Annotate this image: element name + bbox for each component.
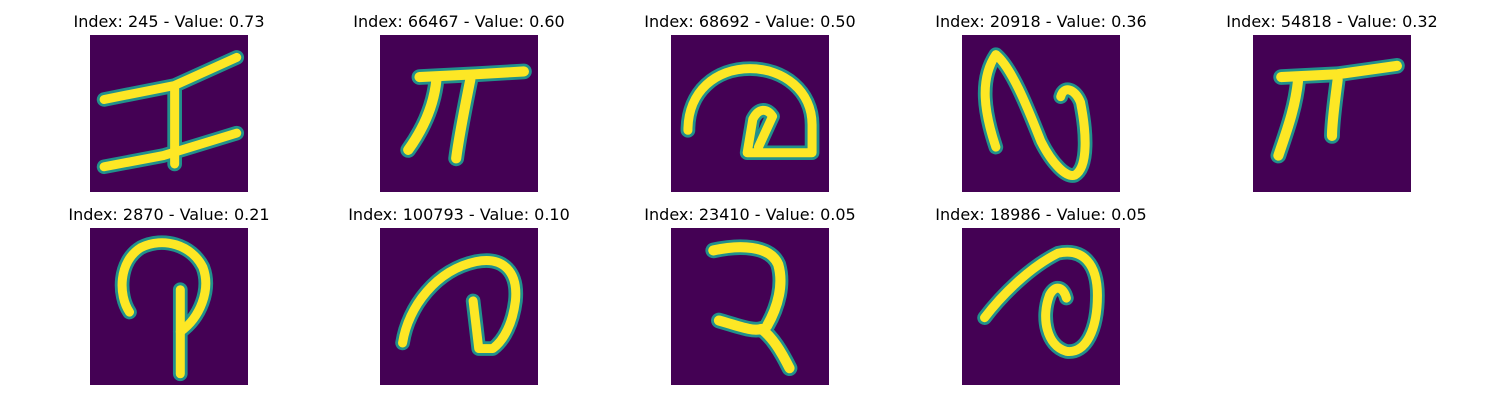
panel-7: Index: 100793 - Value: 0.10 <box>348 207 570 387</box>
character-image <box>90 35 248 192</box>
glyph-drawing <box>705 239 798 377</box>
panel-8: Index: 23410 - Value: 0.05 <box>644 207 856 387</box>
panel-title: Index: 54818 - Value: 0.32 <box>1226 12 1438 31</box>
character-image <box>671 35 829 192</box>
glyph-drawing <box>400 63 532 167</box>
panel-6: Index: 2870 - Value: 0.21 <box>68 207 270 387</box>
panel-title: Index: 245 - Value: 0.73 <box>73 12 265 31</box>
panel-title: Index: 2870 - Value: 0.21 <box>68 205 270 224</box>
character-image <box>90 228 248 385</box>
character-image <box>671 228 829 385</box>
glyph-drawing <box>395 253 524 356</box>
glyph-drawing <box>680 61 820 161</box>
character-image <box>1253 35 1411 192</box>
panel-title: Index: 18986 - Value: 0.05 <box>935 205 1147 224</box>
panel-title: Index: 20918 - Value: 0.36 <box>935 12 1147 31</box>
glyph-drawing <box>114 235 214 382</box>
character-image <box>962 228 1120 385</box>
glyph-drawing <box>96 50 245 175</box>
character-image <box>380 228 538 385</box>
panel-2: Index: 66467 - Value: 0.60 <box>353 14 565 194</box>
panel-title: Index: 68692 - Value: 0.50 <box>644 12 856 31</box>
panel-5: Index: 54818 - Value: 0.32 <box>1226 14 1438 194</box>
panel-title: Index: 100793 - Value: 0.10 <box>348 205 570 224</box>
panel-title: Index: 23410 - Value: 0.05 <box>644 205 856 224</box>
panel-1: Index: 245 - Value: 0.73 <box>73 14 265 194</box>
panel-4: Index: 20918 - Value: 0.36 <box>935 14 1147 194</box>
glyph-drawing <box>1270 57 1405 164</box>
panel-9: Index: 18986 - Value: 0.05 <box>935 207 1147 387</box>
character-image <box>380 35 538 192</box>
panel-3: Index: 68692 - Value: 0.50 <box>644 14 856 194</box>
glyph-drawing <box>977 47 1093 183</box>
character-image <box>962 35 1120 192</box>
panel-title: Index: 66467 - Value: 0.60 <box>353 12 565 31</box>
glyph-drawing <box>977 244 1105 359</box>
